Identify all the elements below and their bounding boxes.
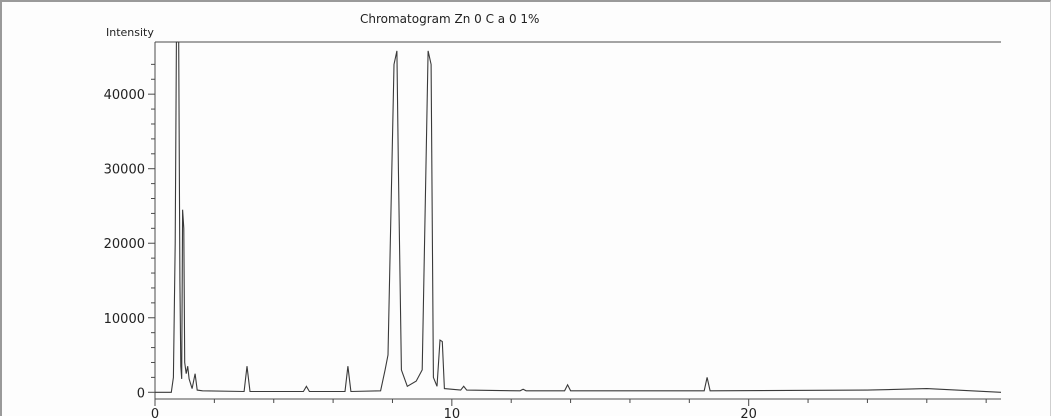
y-axis-label: Intensity xyxy=(106,26,154,39)
y-tick-label: 0 xyxy=(137,386,145,401)
y-tick-label: 30000 xyxy=(104,163,145,178)
axes xyxy=(154,41,1001,400)
y-tick-label: 10000 xyxy=(104,312,145,327)
x-tick-label: 20 xyxy=(740,407,757,418)
series-traces xyxy=(155,41,1002,393)
y-tick-label: 20000 xyxy=(104,237,145,252)
chart-title: Chromatogram Zn 0 C a 0 1% xyxy=(360,12,539,26)
chromatogram-trace xyxy=(155,41,1002,393)
tick-marks: 0 10000 20000 30000 40000 0 10 20 xyxy=(104,63,987,418)
x-tick-label: 0 xyxy=(151,407,159,418)
x-tick-label: 10 xyxy=(444,407,461,418)
y-tick-label: 40000 xyxy=(104,88,145,103)
